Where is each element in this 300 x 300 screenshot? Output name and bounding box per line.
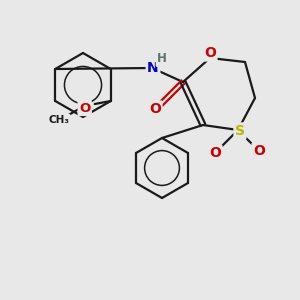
Text: O: O xyxy=(209,146,221,160)
Text: O: O xyxy=(204,46,216,60)
Text: CH₃: CH₃ xyxy=(48,115,69,125)
Text: S: S xyxy=(235,124,245,138)
Text: H: H xyxy=(157,52,167,65)
Text: O: O xyxy=(79,101,90,115)
Text: O: O xyxy=(253,144,265,158)
Text: N: N xyxy=(147,61,159,75)
Text: O: O xyxy=(149,102,161,116)
